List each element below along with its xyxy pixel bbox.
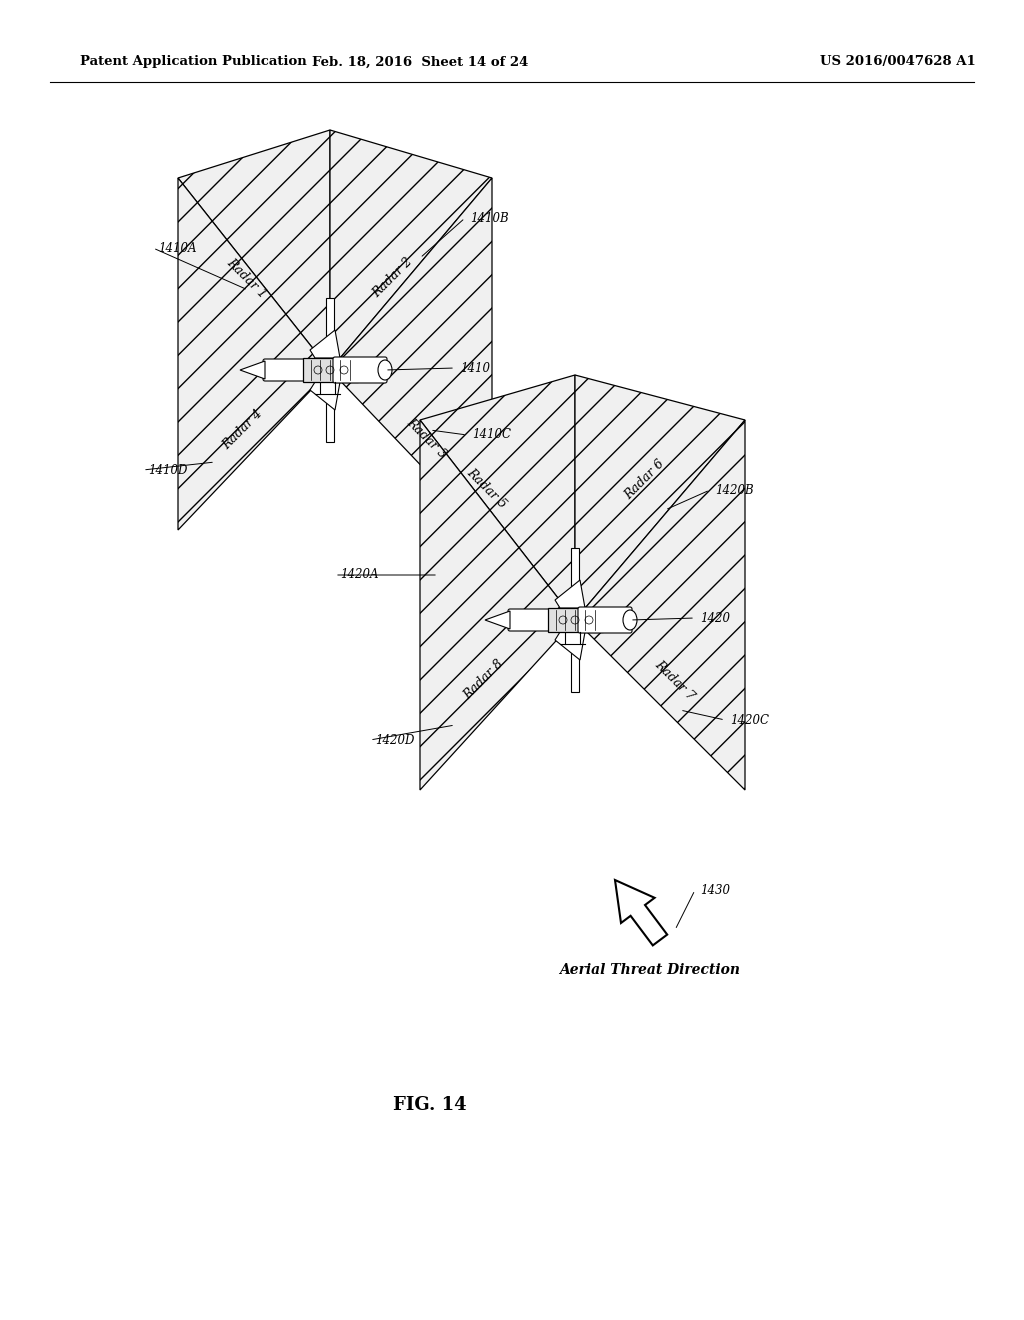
Polygon shape: [420, 375, 575, 620]
Text: 1410: 1410: [460, 362, 490, 375]
Polygon shape: [330, 129, 492, 370]
Polygon shape: [485, 611, 510, 630]
Polygon shape: [240, 360, 265, 379]
Text: Radar 8: Radar 8: [462, 657, 507, 702]
Text: 1410A: 1410A: [158, 242, 197, 255]
Text: 1430: 1430: [700, 883, 730, 896]
Polygon shape: [420, 420, 575, 789]
FancyBboxPatch shape: [508, 609, 602, 631]
Ellipse shape: [623, 610, 637, 630]
Polygon shape: [178, 178, 330, 531]
FancyArrow shape: [571, 548, 579, 609]
Text: 1420C: 1420C: [730, 714, 769, 726]
Polygon shape: [575, 420, 745, 789]
FancyArrow shape: [326, 381, 334, 442]
Text: Radar 7: Radar 7: [652, 657, 697, 702]
Polygon shape: [575, 375, 745, 620]
Text: Radar 5: Radar 5: [465, 466, 510, 511]
Text: 1410D: 1410D: [148, 463, 187, 477]
Text: 1420A: 1420A: [340, 569, 379, 582]
Text: Aerial Threat Direction: Aerial Threat Direction: [559, 964, 740, 977]
FancyArrow shape: [615, 880, 668, 945]
Text: US 2016/0047628 A1: US 2016/0047628 A1: [820, 55, 976, 69]
FancyBboxPatch shape: [263, 359, 357, 381]
Polygon shape: [310, 381, 340, 411]
Polygon shape: [555, 632, 585, 660]
Text: Radar 3: Radar 3: [404, 416, 450, 461]
Text: Patent Application Publication: Patent Application Publication: [80, 55, 307, 69]
Text: 1410C: 1410C: [472, 429, 511, 441]
Bar: [302, 358, 357, 381]
FancyArrow shape: [571, 632, 579, 692]
Polygon shape: [555, 579, 585, 609]
Text: Feb. 18, 2016  Sheet 14 of 24: Feb. 18, 2016 Sheet 14 of 24: [312, 55, 528, 69]
Ellipse shape: [378, 360, 392, 380]
Text: Radar 4: Radar 4: [220, 408, 265, 453]
FancyArrow shape: [326, 298, 334, 358]
Bar: [548, 609, 602, 632]
Text: Radar 2: Radar 2: [371, 256, 416, 301]
Text: 1420D: 1420D: [375, 734, 415, 747]
Polygon shape: [330, 178, 492, 540]
Text: Radar 1: Radar 1: [224, 256, 269, 301]
Text: FIG. 14: FIG. 14: [393, 1096, 467, 1114]
FancyBboxPatch shape: [578, 607, 632, 634]
Text: 1410B: 1410B: [470, 211, 509, 224]
Text: 1420: 1420: [700, 611, 730, 624]
Text: Radar 6: Radar 6: [623, 458, 668, 503]
Polygon shape: [310, 330, 340, 358]
Text: 1420B: 1420B: [715, 483, 754, 496]
FancyBboxPatch shape: [333, 356, 387, 383]
Polygon shape: [178, 129, 330, 370]
